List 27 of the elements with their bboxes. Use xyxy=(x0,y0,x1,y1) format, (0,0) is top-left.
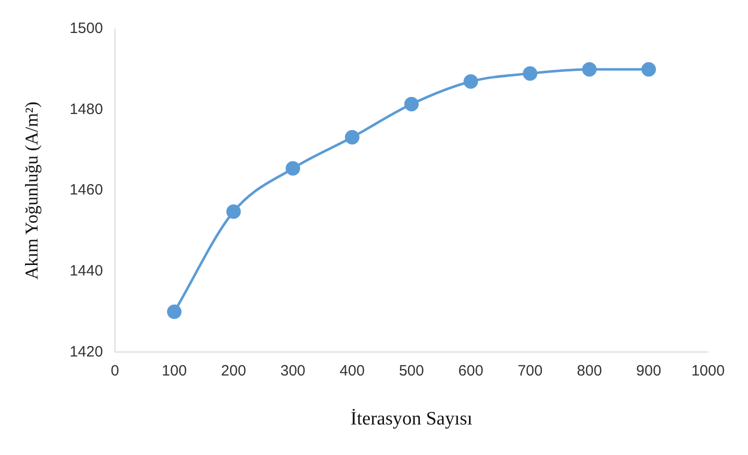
point xyxy=(404,96,419,112)
x-tick-label: 800 xyxy=(576,362,602,380)
point xyxy=(286,161,300,176)
point xyxy=(226,204,241,219)
y-tick-label: 1480 xyxy=(70,100,103,118)
y-tick-label: 1460 xyxy=(70,182,103,199)
point xyxy=(582,62,597,77)
x-tick-label: 900 xyxy=(636,362,662,380)
x-tick-label: 100 xyxy=(162,362,187,380)
y-tick-label: 1440 xyxy=(70,262,103,280)
x-axis-title: İterasyon Sayısı xyxy=(350,408,472,430)
x-tick-label: 1000 xyxy=(691,362,725,380)
point xyxy=(522,66,538,81)
x-tick-label: 200 xyxy=(221,362,246,380)
y-tick-label: 1420 xyxy=(70,343,103,360)
x-tick-label: 0 xyxy=(110,362,120,380)
y-axis-title: Akım Yoğunluğu (A/m²) xyxy=(22,102,42,280)
point xyxy=(344,130,360,145)
point xyxy=(464,74,478,89)
x-tick-label: 700 xyxy=(518,362,543,380)
x-tick-label: 500 xyxy=(398,362,424,380)
x-tick-label: 400 xyxy=(340,362,365,380)
y-tick-label: 1500 xyxy=(70,20,103,38)
x-tick-label: 600 xyxy=(458,362,484,380)
x-tick-label: 300 xyxy=(280,362,306,380)
point xyxy=(641,62,656,77)
point xyxy=(167,304,182,320)
